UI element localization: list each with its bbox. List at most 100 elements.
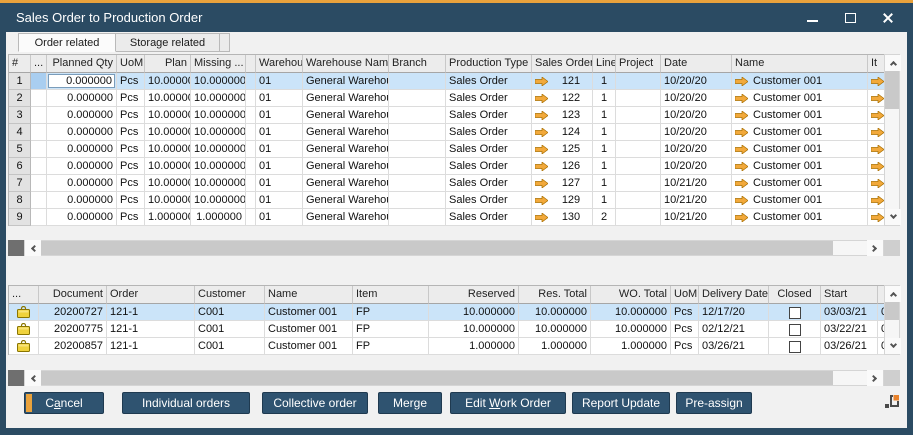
cell-spacer[interactable]	[246, 175, 256, 192]
link-arrow-icon[interactable]	[735, 144, 748, 154]
cell-uom[interactable]: Pcs	[117, 192, 145, 209]
link-arrow-icon[interactable]	[735, 178, 748, 188]
cell-plan[interactable]: 10.000000	[145, 158, 191, 175]
cell-branch[interactable]	[389, 107, 446, 124]
cell-res_total[interactable]: 10.000000	[519, 321, 591, 338]
cell-project[interactable]	[616, 107, 661, 124]
cell-missing[interactable]: 10.000000	[191, 124, 246, 141]
table-settings-button[interactable]	[8, 240, 24, 256]
column-header-name[interactable]: Name	[265, 286, 353, 304]
cell-sel[interactable]	[31, 141, 47, 158]
cell-missing[interactable]: 10.000000	[191, 90, 246, 107]
column-header-uom[interactable]: UoM	[671, 286, 699, 304]
column-header-production_type[interactable]: Production Type	[446, 55, 532, 73]
cell-branch[interactable]	[389, 73, 446, 90]
cell-document[interactable]: 20200775	[39, 321, 107, 338]
table-row[interactable]: 70.000000Pcs10.00000010.00000001General …	[9, 175, 885, 192]
hscroll-thumb[interactable]	[41, 241, 833, 255]
cell-sel[interactable]	[31, 124, 47, 141]
cell-plan[interactable]: 1.000000	[145, 209, 191, 226]
cell-branch[interactable]	[389, 124, 446, 141]
close-button[interactable]	[881, 11, 895, 25]
maximize-button[interactable]	[843, 11, 857, 25]
cell-warehouse[interactable]: 01	[256, 158, 303, 175]
cell-production_type[interactable]: Sales Order	[446, 141, 532, 158]
cell-num[interactable]: 5	[9, 141, 31, 158]
table-row[interactable]: 20200775 121-1 C001 Customer 001 FP 10.000000…	[9, 321, 885, 338]
link-arrow-icon[interactable]	[871, 110, 884, 120]
link-arrow-icon[interactable]	[535, 110, 548, 120]
cancel-button[interactable]: Cancel	[24, 392, 104, 414]
cell-warehouse_name[interactable]: General Warehou	[303, 124, 389, 141]
table-row[interactable]: 20200727 121-1 C001 Customer 001 FP 10.000000…	[9, 304, 885, 321]
table-row[interactable]: 20200857 121-1 C001 Customer 001 FP 1.000000 1…	[9, 338, 885, 355]
cell-name[interactable]: Customer 001	[265, 321, 353, 338]
cell-production_type[interactable]: Sales Order	[446, 175, 532, 192]
cell-sales_order[interactable]: 124	[532, 124, 593, 141]
cell-warehouse[interactable]: 01	[256, 107, 303, 124]
column-header-reserved[interactable]: Reserved	[429, 286, 519, 304]
tab-order-related[interactable]: Order related	[18, 33, 116, 52]
cell-warehouse[interactable]: 01	[256, 175, 303, 192]
cell-line[interactable]: 1	[593, 192, 616, 209]
cell-uom[interactable]: Pcs	[117, 107, 145, 124]
cell-uom[interactable]: Pcs	[117, 175, 145, 192]
cell-item[interactable]: FP	[353, 321, 429, 338]
scroll-up-button[interactable]	[885, 286, 901, 302]
column-header-warehouse_name[interactable]: Warehouse Nam ...	[303, 55, 389, 73]
cell-production_type[interactable]: Sales Order	[446, 209, 532, 226]
pre-assign-button[interactable]: Pre-assign	[676, 392, 752, 414]
cell-name[interactable]: Customer 001	[732, 124, 868, 141]
cell-missing[interactable]: 10.000000	[191, 192, 246, 209]
column-header-num[interactable]: #	[9, 55, 31, 73]
cell-line[interactable]: 1	[593, 141, 616, 158]
cell-spacer[interactable]	[246, 192, 256, 209]
cell-date[interactable]: 10/20/20	[661, 107, 732, 124]
cell-num[interactable]: 8	[9, 192, 31, 209]
column-header-name[interactable]: Name	[732, 55, 868, 73]
cell-production_type[interactable]: Sales Order	[446, 158, 532, 175]
cell-name[interactable]: Customer 001	[732, 90, 868, 107]
cell-item[interactable]	[868, 107, 885, 124]
link-arrow-icon[interactable]	[535, 76, 548, 86]
column-header-branch[interactable]: Branch	[389, 55, 446, 73]
cell-uom[interactable]: Pcs	[671, 338, 699, 355]
cell-planned_qty[interactable]: 0.000000	[47, 107, 117, 124]
cell-branch[interactable]	[389, 141, 446, 158]
column-header-spacer[interactable]	[246, 55, 256, 73]
edit-work-order-button[interactable]: Edit Work Order	[450, 392, 566, 414]
cell-missing[interactable]: 10.000000	[191, 158, 246, 175]
cell-spacer[interactable]	[246, 141, 256, 158]
column-header-project[interactable]: Project	[616, 55, 661, 73]
column-header-document[interactable]: Document	[39, 286, 107, 304]
cell-num[interactable]: 1	[9, 73, 31, 90]
cell-planned_qty[interactable]: 0.000000	[47, 124, 117, 141]
cell-line[interactable]: 1	[593, 124, 616, 141]
cell-name[interactable]: Customer 001	[732, 209, 868, 226]
table-row[interactable]: 80.000000Pcs10.00000010.00000001General …	[9, 192, 885, 209]
cell-name[interactable]: Customer 001	[265, 304, 353, 321]
closed-checkbox[interactable]	[788, 307, 801, 320]
cell-item[interactable]	[868, 158, 885, 175]
column-header-customer[interactable]: Customer	[195, 286, 265, 304]
cell-name[interactable]: Customer 001	[732, 175, 868, 192]
link-arrow-icon[interactable]	[535, 127, 548, 137]
cell-warehouse[interactable]: 01	[256, 192, 303, 209]
cell-date[interactable]: 10/21/20	[661, 192, 732, 209]
column-header-closed[interactable]: Closed	[769, 286, 821, 304]
cell-icon[interactable]	[9, 304, 39, 321]
cell-date[interactable]: 10/20/20	[661, 158, 732, 175]
closed-checkbox[interactable]	[788, 324, 801, 337]
cell-uom[interactable]: Pcs	[117, 124, 145, 141]
cell-warehouse_name[interactable]: General Warehou	[303, 158, 389, 175]
cell-planned_qty[interactable]: 0.000000	[47, 90, 117, 107]
cell-planned_qty[interactable]: 0.000000	[47, 158, 117, 175]
cell-project[interactable]	[616, 192, 661, 209]
cell-item[interactable]	[868, 73, 885, 90]
cell-uom[interactable]: Pcs	[671, 304, 699, 321]
table-row[interactable]: 10.000000Pcs10.00000010.00000001General …	[9, 73, 885, 90]
cell-planned_qty[interactable]: 0.000000	[47, 192, 117, 209]
link-arrow-icon[interactable]	[535, 195, 548, 205]
individual-orders-button[interactable]: Individual orders	[122, 392, 250, 414]
column-header-sales_order[interactable]: Sales Order	[532, 55, 593, 73]
